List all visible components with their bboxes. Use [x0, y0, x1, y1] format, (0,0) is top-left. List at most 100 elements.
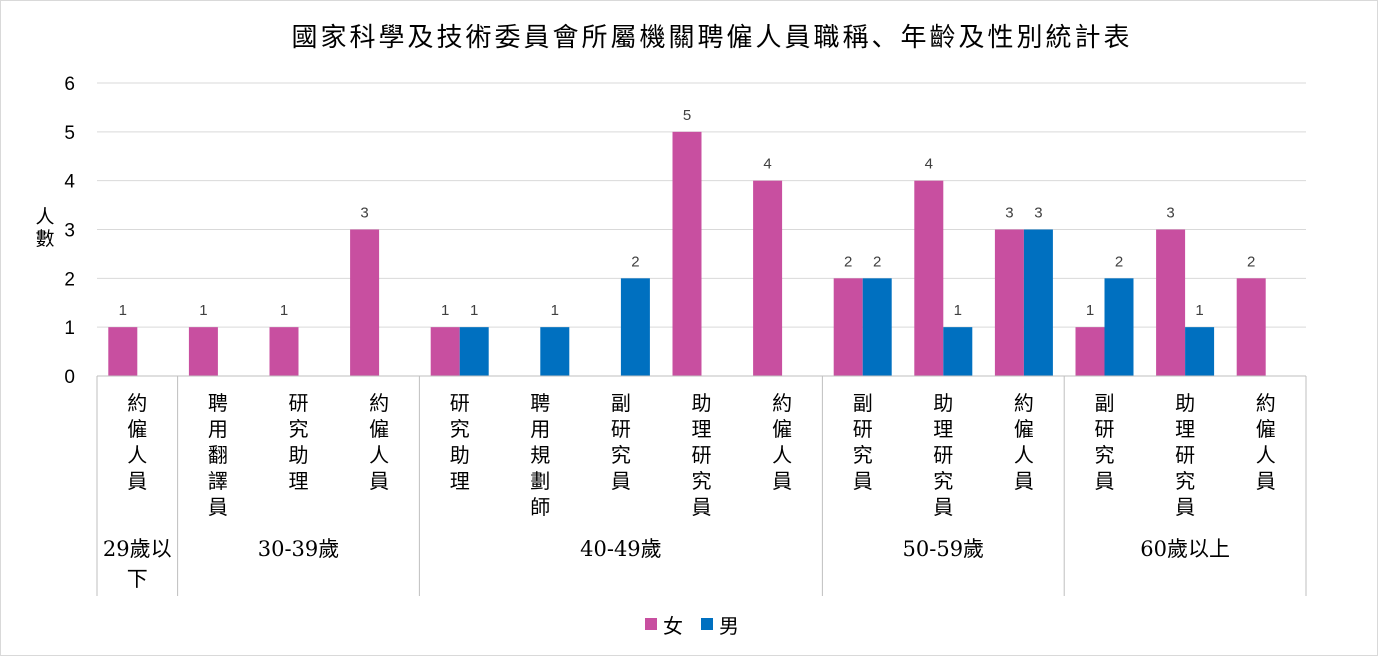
y-tick-label: 2: [64, 269, 75, 290]
category-label-char: 人: [772, 443, 792, 467]
y-axis-label-char: 數: [35, 228, 54, 250]
group-label: 30-39歲: [258, 537, 340, 561]
category-label-char: 員: [1256, 469, 1276, 493]
category-label-char: 員: [933, 495, 953, 519]
category-label-char: 僱: [127, 417, 147, 441]
y-tick-label: 5: [64, 123, 75, 144]
bar-female: [350, 229, 380, 376]
bar-male: [1185, 327, 1215, 376]
legend-label: 女: [663, 614, 683, 638]
data-label: 2: [631, 253, 639, 270]
y-tick-label: 0: [64, 367, 75, 388]
category-label-char: 研: [450, 391, 470, 415]
data-label: 1: [199, 302, 207, 319]
category-label-char: 助: [289, 443, 309, 467]
legend-swatch-male: [701, 618, 713, 630]
y-tick-label: 6: [64, 74, 75, 95]
category-label-char: 人: [1014, 443, 1034, 467]
category-label-char: 員: [772, 469, 792, 493]
category-label-char: 聘: [530, 391, 550, 415]
category-label-char: 師: [530, 495, 550, 519]
bar-male: [459, 327, 489, 376]
bar-female: [430, 327, 460, 376]
y-tick-label: 3: [64, 221, 75, 242]
category-label-char: 約: [127, 391, 147, 415]
category-label-char: 約: [772, 391, 792, 415]
bar-female: [1236, 278, 1266, 376]
category-label-char: 究: [933, 469, 953, 493]
data-label: 3: [1005, 205, 1013, 222]
data-label: 1: [1086, 302, 1094, 319]
data-label: 1: [551, 302, 559, 319]
legend: 女男: [645, 614, 739, 638]
category-label-char: 助: [1175, 391, 1195, 415]
category-label-char: 僱: [772, 417, 792, 441]
category-label-char: 人: [369, 443, 389, 467]
category-label-char: 人: [1256, 443, 1276, 467]
data-label: 1: [441, 302, 449, 319]
data-labels: 1 1 1 3 1 1 1 2 5 4 2 2 4 1 3 3 1 2 3 1 2: [119, 107, 1256, 319]
category-label-char: 助: [933, 391, 953, 415]
category-label-char: 翻: [208, 443, 228, 467]
bar-female: [672, 131, 702, 376]
y-axis-label-char: 人: [35, 206, 54, 228]
category-label-char: 究: [450, 417, 470, 441]
bar-male: [540, 327, 570, 376]
category-label-char: 員: [1014, 469, 1034, 493]
category-label-char: 人: [127, 443, 147, 467]
category-label-char: 研: [1175, 443, 1195, 467]
category-label-char: 究: [692, 469, 712, 493]
category-label-char: 員: [208, 495, 228, 519]
bars: [108, 131, 1266, 376]
category-label-char: 譯: [208, 469, 228, 493]
category-label-char: 究: [611, 443, 631, 467]
data-label: 1: [470, 302, 478, 319]
category-label-char: 員: [853, 469, 873, 493]
category-label-char: 劃: [530, 469, 550, 493]
legend-label: 男: [719, 614, 739, 638]
category-label-char: 理: [692, 417, 712, 441]
category-label-char: 究: [1095, 443, 1115, 467]
data-label: 2: [873, 253, 881, 270]
category-label-char: 員: [1095, 469, 1115, 493]
category-label-char: 研: [692, 443, 712, 467]
data-label: 2: [844, 253, 852, 270]
bar-female: [108, 327, 138, 376]
bar-female: [833, 278, 863, 376]
data-label: 5: [683, 107, 691, 124]
category-label-char: 副: [1095, 391, 1115, 415]
category-label-char: 用: [530, 417, 550, 441]
y-axis-label: 人數: [35, 206, 54, 250]
category-label-char: 僱: [369, 417, 389, 441]
category-label-char: 員: [127, 469, 147, 493]
category-label-char: 理: [1175, 417, 1195, 441]
category-label-char: 副: [611, 391, 631, 415]
category-label-char: 員: [1175, 495, 1195, 519]
data-label: 1: [954, 302, 962, 319]
group-label: 60歲以上: [1140, 537, 1230, 561]
chart-title: 國家科學及技術委員會所屬機關聘僱人員職稱、年齡及性別統計表: [291, 23, 1132, 53]
category-label-char: 理: [933, 417, 953, 441]
category-label-char: 約: [1014, 391, 1034, 415]
group-label: 40-49歲: [580, 537, 662, 561]
legend-swatch-female: [645, 618, 657, 630]
category-label-char: 研: [1095, 417, 1115, 441]
category-label-char: 約: [1256, 391, 1276, 415]
category-label-char: 規: [530, 443, 550, 467]
category-label-char: 用: [208, 417, 228, 441]
group-label-wrap: 下: [127, 567, 148, 591]
bar-female: [753, 180, 783, 376]
